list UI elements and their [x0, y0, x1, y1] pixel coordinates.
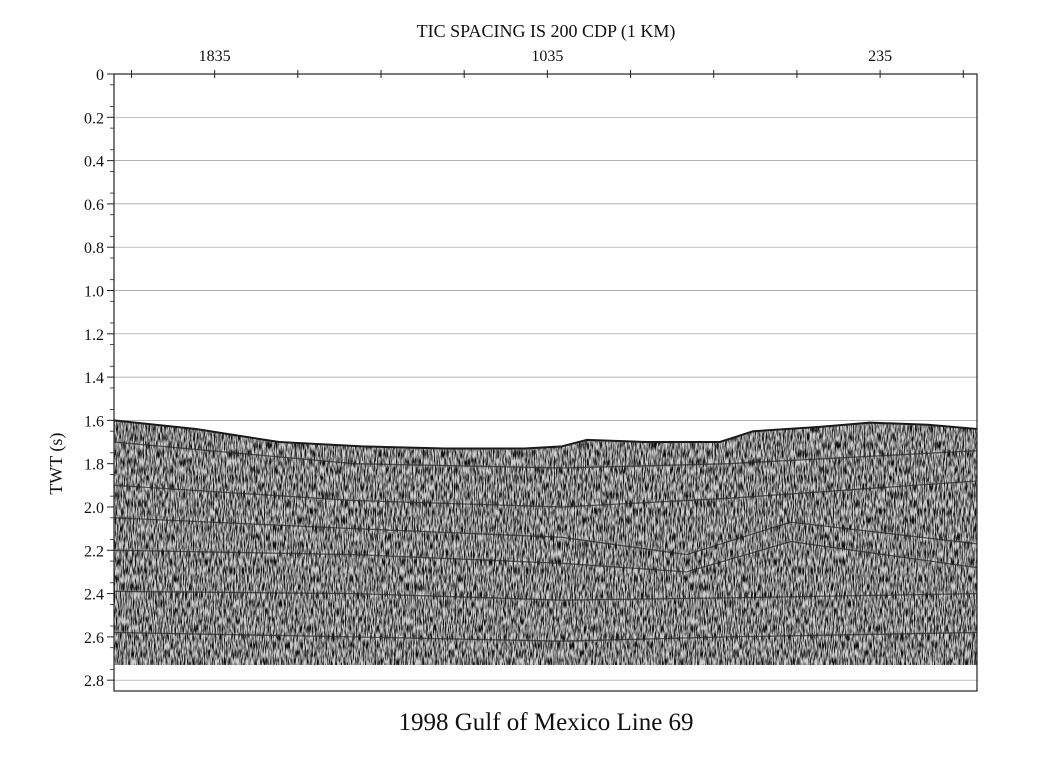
y-tick-label: 0.6 [84, 197, 104, 214]
y-tick-label: 2.4 [84, 587, 104, 604]
top-axis-ticks [130, 70, 964, 78]
y-tick-label: 2.0 [84, 500, 104, 517]
y-tick-label: 1.6 [84, 413, 104, 430]
y-axis-label: TWT (s) [46, 433, 67, 495]
y-tick-label: 0.8 [84, 240, 104, 257]
seafloor-reflector [113, 419, 978, 450]
reflector-line [114, 631, 977, 642]
y-tick-label: 1.4 [84, 370, 104, 387]
y-tick-label: 0.4 [84, 154, 104, 171]
reflector-line [114, 590, 977, 601]
x-tick-label: 1835 [199, 48, 231, 65]
y-tick-label: 1.8 [84, 457, 104, 474]
reflector-line [114, 540, 977, 573]
reflector-line [114, 480, 977, 508]
seismic-data-region [114, 420, 977, 666]
y-tick-label: 1.0 [84, 283, 104, 300]
y-tick-label: 1.2 [84, 327, 104, 344]
chart-title: 1998 Gulf of Mexico Line 69 [398, 709, 693, 736]
reflector-line [114, 441, 977, 469]
plot-frame [113, 73, 978, 692]
y-axis-ticks [107, 73, 114, 681]
x-tick-label: 1035 [531, 48, 563, 65]
seismic-reflectors [114, 441, 977, 642]
y-axis-tick-labels: 0 0.2 0.4 0.6 0.8 1.0 1.2 1.4 1.6 1.8 2.0 2.2 2.4 2.6… [84, 67, 104, 690]
seismic-noise-texture [114, 420, 977, 666]
y-tick-label: 0.2 [84, 110, 104, 127]
top-axis-tick-labels: 1835 1035 235 [199, 48, 892, 65]
y-tick-label: 0 [96, 67, 104, 84]
reflector-line [114, 517, 977, 556]
y-tick-label: 2.6 [84, 630, 104, 647]
x-tick-label: 235 [868, 48, 892, 65]
y-tick-label: 2.8 [84, 673, 104, 690]
top-axis-title: TIC SPACING IS 200 CDP (1 KM) [417, 21, 676, 42]
y-tick-label: 2.2 [84, 543, 104, 560]
